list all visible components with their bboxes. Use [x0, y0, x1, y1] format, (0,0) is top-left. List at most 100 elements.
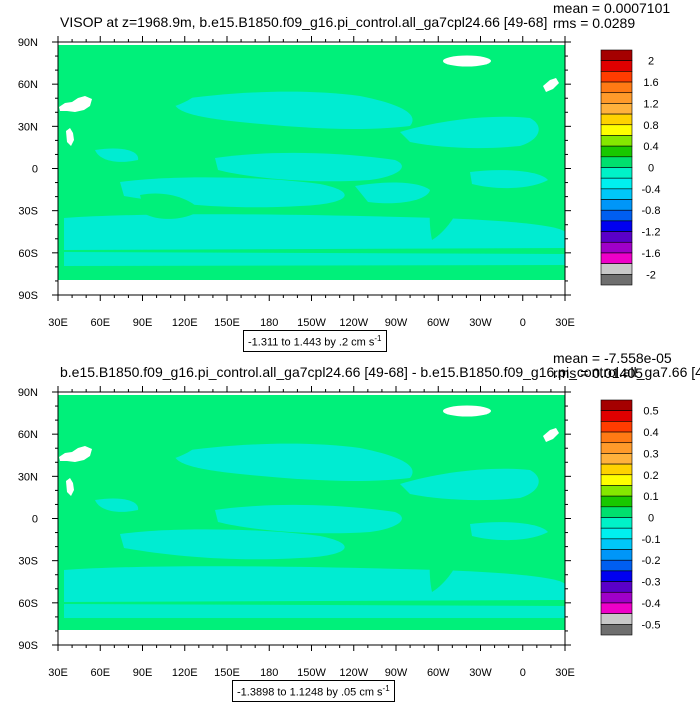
colorbar-swatch [600, 199, 633, 211]
colorbar-swatch [600, 103, 633, 115]
lon-label: 90W [385, 317, 408, 329]
map-figure: 90N 60N 30N 0 30S 60S 90S 30E 60E 90E 120E 150E 180… [18, 386, 661, 679]
lon-label: 60W [427, 667, 450, 679]
colorbar-swatch [600, 463, 633, 476]
colorbar-label: 0.1 [643, 491, 658, 503]
panel-top-visop: VISOP at z=1968.9m, b.e15.B1850.f09_g16.… [0, 0, 700, 352]
colorbar-label: 1.2 [643, 98, 658, 110]
map-area [58, 392, 565, 645]
lon-label: 0 [520, 667, 526, 679]
colorbar-swatch [600, 145, 633, 158]
colorbar-swatch [600, 71, 633, 83]
colorbar-swatch [600, 527, 633, 540]
colorbar-swatch [600, 624, 633, 636]
lon-axis: 30E 60E 90E 120E 150E 180 150W 120W 90W 60W 30W 0 30… [48, 36, 575, 329]
lat-label: 60S [18, 598, 38, 610]
lat-label: 0 [32, 164, 38, 176]
range-exponent: -1 [382, 684, 390, 693]
colorbar: 2 1.6 1.2 0.8 0.4 0 -0.4 -0.8 -1.2 -1.6 -2 [600, 49, 661, 286]
colorbar-label: 0 [648, 513, 654, 525]
colorbar-swatch [600, 581, 633, 593]
colorbar-label: 0.2 [643, 470, 658, 482]
lon-label: 30E [555, 317, 575, 329]
colorbar-swatch [600, 263, 633, 275]
colorbar-label: -1.2 [642, 227, 661, 239]
continents [105, 53, 467, 240]
lat-label: 60N [18, 429, 38, 441]
colorbar-swatch [600, 167, 633, 179]
lon-label: 30E [555, 667, 575, 679]
range-exponent: -1 [374, 334, 382, 343]
range-label: -1.311 to 1.443 by .2 cm s-1 [243, 330, 387, 352]
land-mask [58, 42, 565, 295]
range-text: -1.311 to 1.443 by .2 cm s [248, 336, 375, 349]
map-figure: 90N 60N 30N 0 30S 60S 90S 30E 60E 90E 120E 150E 180… [18, 36, 661, 329]
colorbar-swatch [600, 538, 633, 550]
colorbar: 0.5 0.4 0.3 0.2 0.1 0 -0.1 -0.2 -0.3 -0.4 -0.5 [600, 399, 661, 636]
colorbar-label: 0.8 [643, 120, 658, 132]
lat-label: 90N [18, 37, 38, 49]
colorbar-swatch [600, 399, 633, 411]
colorbar-label: -1.6 [642, 248, 661, 260]
colorbar-label: 2 [648, 56, 654, 68]
colorbar-swatch [600, 156, 633, 168]
colorbar-label: 0.4 [643, 141, 658, 153]
colorbar-swatch [600, 60, 633, 72]
colorbar-swatch [600, 602, 633, 614]
colorbar-swatch [600, 81, 633, 94]
lon-label: 120W [339, 667, 368, 679]
lon-label: 30W [469, 667, 492, 679]
lat-label: 30S [18, 206, 38, 218]
lon-label: 150E [214, 317, 240, 329]
lat-label: 60N [18, 79, 38, 91]
colorbar-swatch [600, 421, 633, 433]
lon-label: 60W [427, 317, 450, 329]
colorbar-swatch [600, 124, 633, 136]
land-mask [58, 392, 565, 645]
colorbar-swatch [600, 241, 633, 254]
lon-label: 60E [90, 317, 110, 329]
lat-label: 90S [18, 640, 38, 652]
map-area [58, 42, 565, 295]
colorbar-label: -0.8 [642, 205, 661, 217]
colorbar-label: -0.5 [642, 619, 661, 631]
continents [105, 405, 467, 592]
lat-label: 30N [18, 471, 38, 483]
lon-label: 30E [48, 667, 68, 679]
lon-label: 30E [48, 317, 68, 329]
colorbar-swatch [600, 209, 633, 222]
lat-axis: 90N 60N 30N 0 30S 60S 90S [18, 37, 571, 302]
lat-label: 0 [32, 514, 38, 526]
colorbar-swatch [600, 517, 633, 529]
mean-stat: mean = -7.558e-05 [553, 350, 672, 366]
lon-label: 150W [297, 317, 326, 329]
colorbar-label: -0.2 [642, 555, 661, 567]
lon-label: 180 [260, 667, 278, 679]
lon-label: 150E [214, 667, 240, 679]
panel-title: b.e15.B1850.f09_g16.pi_control.all_ga7cp… [60, 364, 700, 380]
colorbar-swatch [600, 92, 633, 104]
colorbar-swatch [600, 135, 633, 147]
rms-stat: rms = 0.0289 [553, 15, 636, 31]
lon-label: 0 [520, 317, 526, 329]
colorbar-label: -0.4 [642, 184, 661, 196]
lon-label: 30W [469, 317, 492, 329]
colorbar-swatch [600, 570, 633, 582]
lon-label: 150W [297, 667, 326, 679]
colorbar-swatch [600, 474, 633, 486]
colorbar-swatch [600, 220, 633, 232]
lat-label: 90S [18, 290, 38, 302]
colorbar-swatch [600, 442, 633, 454]
lon-label: 90E [133, 667, 153, 679]
colorbar-swatch [600, 485, 633, 497]
lon-label: 90W [385, 667, 408, 679]
colorbar-label: 1.6 [643, 77, 658, 89]
colorbar-label: 0 [648, 163, 654, 175]
lat-label: 90N [18, 387, 38, 399]
lon-label: 180 [260, 317, 278, 329]
colorbar-swatch [600, 410, 633, 422]
colorbar-label: -2 [646, 269, 656, 281]
colorbar-swatch [600, 231, 633, 243]
colorbar-swatch [600, 453, 633, 465]
lat-label: 60S [18, 248, 38, 260]
